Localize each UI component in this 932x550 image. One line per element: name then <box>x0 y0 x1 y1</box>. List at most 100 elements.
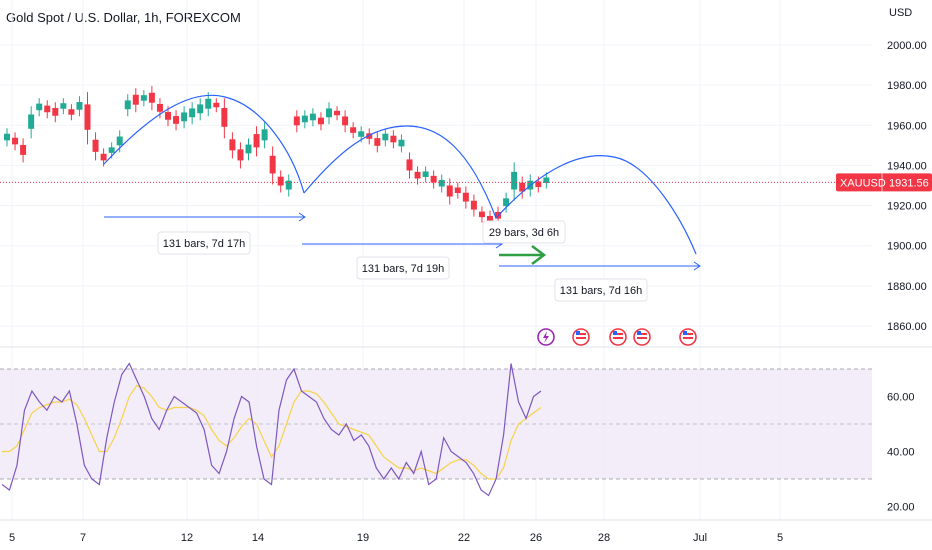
candle-body <box>124 100 131 110</box>
drawing-layer: XAUUSD 1931.56 131 bars, 7d 17h 131 bars, 7… <box>0 94 932 302</box>
candle-body <box>253 134 260 148</box>
candle-body <box>229 139 236 151</box>
candle-body <box>20 144 27 155</box>
candle-body <box>406 159 413 171</box>
y-tick-label: 2000.00 <box>887 40 927 52</box>
candle-body <box>342 116 349 126</box>
candle-body <box>462 192 469 202</box>
candle-body <box>221 108 228 127</box>
chart-title: Gold Spot / U.S. Dollar, 1h, FOREXCOM <box>6 10 241 25</box>
candle-body <box>36 103 43 111</box>
y-tick-label: 1860.00 <box>887 321 927 333</box>
x-tick-label: 5 <box>777 532 783 544</box>
candle-body <box>132 94 139 105</box>
measure-label-box <box>482 220 566 244</box>
candle-body <box>414 171 421 179</box>
y-tick-label: 1940.00 <box>887 160 927 172</box>
grid-layer <box>0 0 932 521</box>
candle-body <box>358 131 365 137</box>
candle-body <box>398 139 405 147</box>
x-tick-label: 26 <box>530 532 542 544</box>
rsi-tick-label: 20.00 <box>887 502 915 514</box>
measure-label: 131 bars, 7d 19h <box>362 263 445 275</box>
candle-body <box>285 180 292 190</box>
candle-body <box>173 116 180 124</box>
us-flag-event-icon-stripe <box>576 333 586 335</box>
measure-label: 131 bars, 7d 17h <box>163 238 246 250</box>
rsi-background-layer <box>0 368 872 480</box>
candle-body <box>181 112 188 122</box>
candle-body <box>76 102 83 110</box>
cycle-arc-3 <box>495 155 697 255</box>
candle-body <box>350 127 357 133</box>
candle-body <box>511 171 518 190</box>
x-tick-label: 14 <box>252 532 264 544</box>
candle-body <box>12 137 19 145</box>
candle-body <box>245 144 252 154</box>
candle-body <box>454 187 461 194</box>
measure-arrow-1-head <box>298 212 306 222</box>
rsi-layer <box>1 362 542 497</box>
x-tick-label: 5 <box>9 532 15 544</box>
y-tick-label: 1960.00 <box>887 120 927 132</box>
candle-body <box>334 110 341 116</box>
candle-body <box>60 103 67 109</box>
cycle-arc-2 <box>303 125 497 219</box>
x-tick-label: 22 <box>458 532 470 544</box>
us-flag-event-icon-canton <box>613 331 617 335</box>
candle-body <box>68 109 75 115</box>
x-tick-label: Jul <box>693 532 707 544</box>
candle-body <box>422 171 429 177</box>
candle-body <box>382 133 389 141</box>
x-tick-label: 12 <box>181 532 193 544</box>
us-flag-event-icon-stripe <box>613 337 623 339</box>
us-flag-event-icon-stripe <box>637 333 647 335</box>
candle-body <box>535 181 542 188</box>
candle-body <box>100 153 107 161</box>
axis-layer: 2000.001980.001960.001940.001920.001900.… <box>9 40 927 544</box>
candle-body <box>446 185 453 197</box>
candle-body <box>277 176 284 186</box>
candle-body <box>213 102 220 108</box>
candle-body <box>366 133 373 139</box>
price-tag-symbol: XAUUSD <box>840 177 886 189</box>
candle-body <box>374 138 381 146</box>
lightning-bolt-icon <box>543 331 549 343</box>
measure-label: 29 bars, 3d 6h <box>489 227 559 239</box>
x-tick-label: 28 <box>598 532 610 544</box>
price-tag-value: 1931.56 <box>889 177 929 189</box>
candle-body <box>140 95 147 101</box>
candle-body <box>261 129 268 141</box>
candle-body <box>293 116 300 126</box>
candle-body <box>28 114 35 129</box>
rsi-line <box>1 362 542 497</box>
us-flag-event-icon-stripe <box>613 333 623 335</box>
rsi-tick-label: 40.00 <box>887 447 915 459</box>
candle-body <box>438 179 445 187</box>
candle-body <box>44 105 51 113</box>
price-tag <box>836 173 932 192</box>
candle-body <box>165 112 171 120</box>
us-flag-event-icon-canton <box>576 331 580 335</box>
candle-body <box>430 175 437 183</box>
candle-body <box>309 113 316 121</box>
measure-label-box <box>157 231 251 255</box>
candle-body <box>487 216 493 223</box>
y-tick-label: 1980.00 <box>887 80 927 92</box>
candle-body <box>237 149 244 161</box>
x-tick-label: 19 <box>357 532 369 544</box>
rsi-ma-line <box>2 384 542 480</box>
green-arrow-head <box>531 245 547 265</box>
candle-body <box>503 198 510 207</box>
candlestick-layer <box>4 86 550 229</box>
currency-label: USD <box>889 7 913 19</box>
candle-body <box>269 155 276 174</box>
us-flag-event-icon-canton <box>683 331 687 335</box>
candle-body <box>390 135 397 143</box>
y-tick-label: 1880.00 <box>887 281 927 293</box>
us-flag-event-icon-stripe <box>683 337 693 339</box>
us-flag-event-icon-stripe <box>683 333 693 335</box>
candle-body <box>148 92 155 103</box>
candle-body <box>326 108 332 118</box>
